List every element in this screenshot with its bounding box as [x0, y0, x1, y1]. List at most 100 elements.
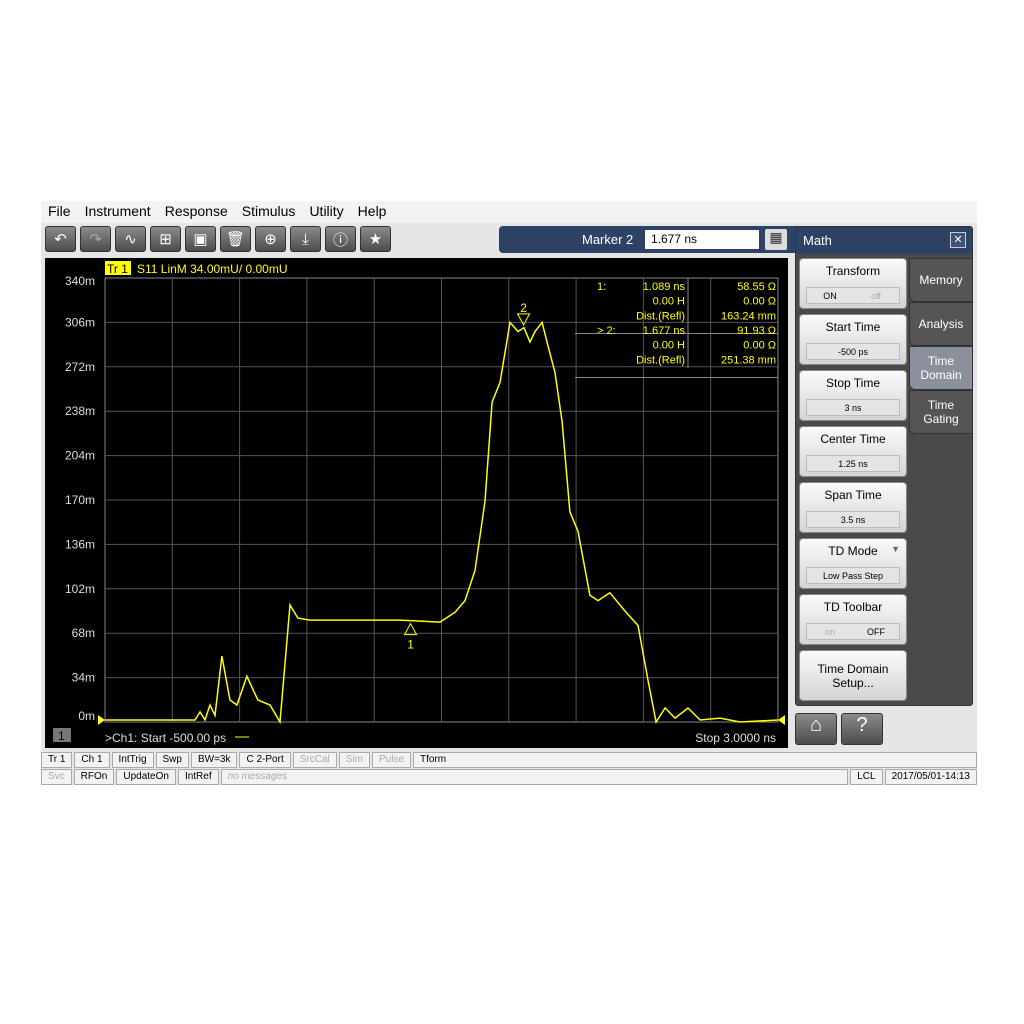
marker-readout-v2: 0.00 Ω [743, 296, 776, 308]
reference-arrow-left [98, 715, 105, 725]
add-channel-button[interactable]: ▣ [185, 226, 216, 252]
y-tick-label: 0m [78, 709, 95, 723]
tab-time-gating[interactable]: Time Gating [909, 390, 973, 434]
star-button[interactable]: ★ [360, 226, 391, 252]
status-lcl[interactable]: LCL [850, 769, 883, 785]
status-tr-1[interactable]: Tr 1 [41, 752, 73, 768]
tab-analysis[interactable]: Analysis [909, 302, 973, 346]
status-tform[interactable]: Tform [412, 752, 977, 768]
redo-button[interactable]: ↷ [80, 226, 111, 252]
toggle-option[interactable]: off [871, 291, 881, 301]
status-pulse[interactable]: Pulse [371, 752, 411, 768]
marker-readout-id: 1: [597, 281, 606, 293]
status-bw-3k[interactable]: BW=3k [190, 752, 238, 768]
softkey-label: Transform [825, 264, 881, 278]
menu-utility[interactable]: Utility [309, 203, 344, 219]
status-sim[interactable]: Sim [338, 752, 370, 768]
marker-readout-l2: 0.00 H [653, 296, 685, 308]
download-button[interactable]: ⤓ [290, 226, 321, 252]
menu-bar: File Instrument Response Stimulus Utility Hel… [41, 201, 977, 223]
marker-readout-v3: 251.38 mm [721, 354, 776, 366]
close-icon[interactable]: ✕ [950, 232, 966, 248]
info-icon: ⓘ [332, 231, 348, 249]
home-button[interactable]: ⌂ [795, 713, 837, 745]
dropdown-icon: ▼ [891, 544, 900, 554]
zoom-button[interactable]: ⊕ [255, 226, 286, 252]
status-updateon[interactable]: UpdateOn [116, 769, 176, 785]
status-inttrig[interactable]: IntTrig [111, 752, 154, 768]
start-value[interactable]: >Ch1: Start -500.00 ps [105, 731, 226, 745]
y-tick-label: 272m [65, 360, 95, 374]
delete-button[interactable]: 🗑 [220, 226, 251, 252]
y-tick-label: 204m [65, 449, 95, 463]
status-no-messages[interactable]: no messages [220, 769, 849, 785]
marker-readout-v3: 163.24 mm [721, 310, 776, 322]
status-c-2-port[interactable]: C 2-Port [239, 752, 291, 768]
add-window-button[interactable]: ⊞ [150, 226, 181, 252]
add-trace-icon: ∿ [124, 231, 137, 248]
toggle-option[interactable]: ON [823, 291, 837, 301]
y-tick-label: 306m [65, 315, 95, 329]
toggle[interactable]: on OFF [806, 623, 900, 640]
marker-readout-value: 91.93 Ω [737, 325, 776, 337]
status-ch-1[interactable]: Ch 1 [74, 752, 110, 768]
marker-2-triangle[interactable] [516, 313, 531, 326]
softkey-value: 1.25 ns [806, 455, 900, 472]
keypad-icon[interactable]: ▦ [765, 229, 787, 250]
softkey-value: 3.5 ns [806, 511, 900, 528]
reference-arrow-right [778, 715, 785, 725]
add-channel-icon: ▣ [193, 231, 208, 248]
vna-app: File Instrument Response Stimulus Utility Hel… [41, 201, 977, 785]
status-swp[interactable]: Swp [155, 752, 189, 768]
math-softkey-panel: Math ✕ Transform ON off Start Time -500 ps Sto… [795, 226, 973, 706]
status-rfon[interactable]: RFOn [73, 769, 115, 785]
softkey-td-toolbar[interactable]: TD Toolbar on OFF [799, 594, 907, 645]
menu-file[interactable]: File [48, 203, 71, 219]
softkey-span-time[interactable]: Span Time 3.5 ns [799, 482, 907, 533]
softkey-transform[interactable]: Transform ON off [799, 258, 907, 309]
y-tick-label: 68m [72, 626, 95, 640]
y-tick-label: 34m [72, 671, 95, 685]
status-srccal[interactable]: SrcCal [292, 752, 337, 768]
trace-line [105, 320, 779, 725]
menu-help[interactable]: Help [357, 203, 387, 219]
home-icon: ⌂ [809, 714, 823, 736]
softkey-center-time[interactable]: Center Time 1.25 ns [799, 426, 907, 477]
menu-response[interactable]: Response [164, 203, 228, 219]
download-icon: ⤓ [302, 230, 309, 248]
marker-value-input[interactable]: 1.677 ns [645, 230, 759, 249]
softkey-td-mode[interactable]: TD Mode ▼ Low Pass Step [799, 538, 907, 589]
marker-1-triangle[interactable] [403, 622, 418, 636]
toggle[interactable]: ON off [806, 287, 900, 304]
marker-readout-l2: 0.00 H [653, 340, 685, 352]
softkey-value: -500 ps [806, 343, 900, 360]
marker-label: Marker 2 [582, 232, 634, 247]
channel-number[interactable]: 1 [58, 729, 65, 743]
status-svc[interactable]: Svc [41, 769, 72, 785]
y-tick-label: 102m [65, 582, 95, 596]
softkey-stop-time[interactable]: Stop Time 3 ns [799, 370, 907, 421]
help-button[interactable]: ? [841, 713, 883, 745]
redo-icon: ↷ [89, 231, 102, 248]
y-tick-label: 170m [65, 493, 95, 507]
menu-instrument[interactable]: Instrument [84, 203, 151, 219]
softkey-start-time[interactable]: Start Time -500 ps [799, 314, 907, 365]
tab-time-domain[interactable]: Time Domain [909, 346, 973, 390]
trace-info[interactable]: S11 LinM 34.00mU/ 0.00mU [137, 262, 288, 276]
menu-stimulus[interactable]: Stimulus [241, 203, 296, 219]
marker-readout-v2: 0.00 Ω [743, 340, 776, 352]
softkey-time-domain-setup-[interactable]: Time Domain Setup... [799, 650, 907, 701]
status-intref[interactable]: IntRef [177, 769, 219, 785]
tab-memory[interactable]: Memory [909, 258, 973, 302]
toggle-option[interactable]: OFF [867, 627, 885, 637]
undo-button[interactable]: ↶ [45, 226, 76, 252]
y-tick-label: 136m [65, 537, 95, 551]
add-trace-button[interactable]: ∿ [115, 226, 146, 252]
stop-value[interactable]: Stop 3.0000 ns [695, 731, 776, 745]
trace-tag[interactable]: Tr 1 [107, 262, 128, 276]
softkey-value: Low Pass Step [806, 567, 900, 584]
status-2017-05-01-14-13[interactable]: 2017/05/01-14:13 [884, 769, 977, 785]
toggle-option[interactable]: on [824, 627, 835, 637]
info-button[interactable]: ⓘ [325, 226, 356, 252]
y-tick-label: 238m [65, 404, 95, 418]
